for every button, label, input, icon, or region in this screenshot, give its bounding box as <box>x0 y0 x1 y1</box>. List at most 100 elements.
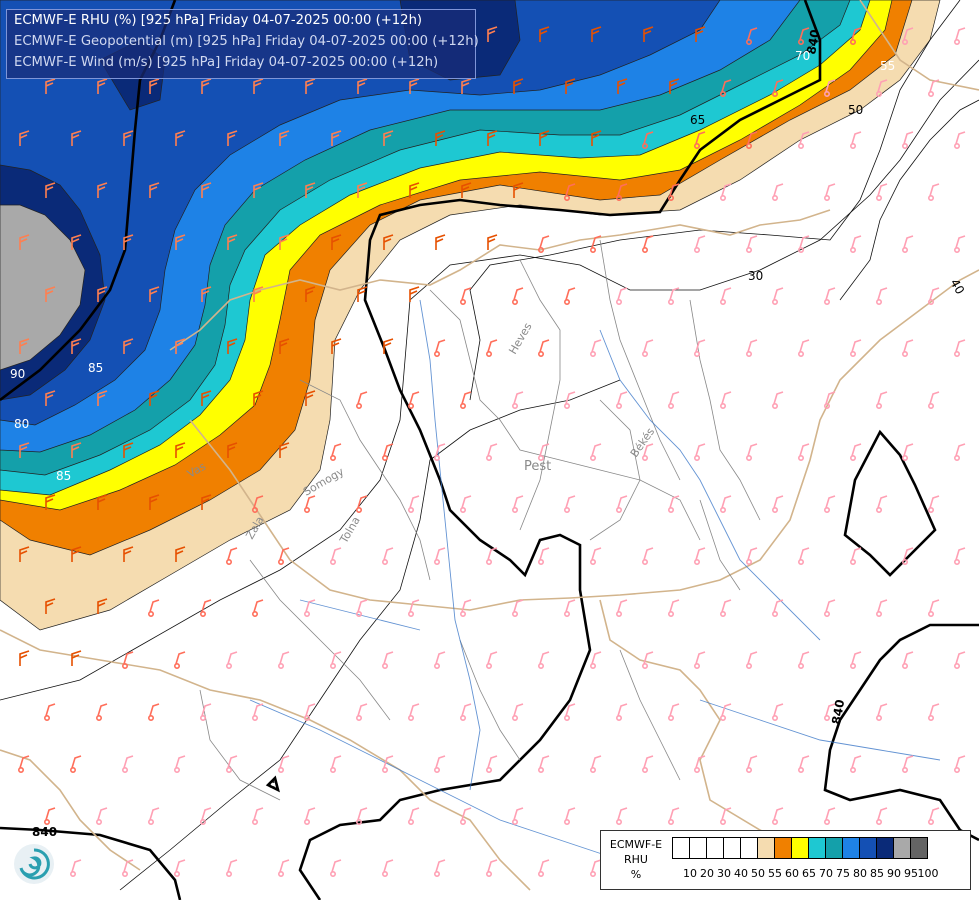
wind-barb-icon <box>407 703 420 721</box>
wind-barb-icon <box>771 703 784 721</box>
wind-barb-icon <box>849 651 862 669</box>
wind-barb-icon <box>459 599 472 617</box>
wind-barb-icon <box>433 339 446 357</box>
wind-barb-icon <box>719 287 732 305</box>
wind-barb-icon <box>71 650 82 666</box>
wind-barb-icon <box>771 183 784 202</box>
legend-swatch <box>689 837 707 859</box>
wind-barb-icon <box>667 183 680 202</box>
wind-barb-icon <box>201 182 212 198</box>
wind-barb-icon <box>383 234 394 250</box>
wind-barb-icon <box>174 755 186 773</box>
wind-barb-icon <box>617 78 628 94</box>
wind-barb-icon <box>641 131 654 150</box>
wind-barb-icon <box>719 495 732 513</box>
wind-barb-icon <box>226 547 238 565</box>
wind-barb-icon <box>513 182 524 198</box>
wind-barb-icon <box>355 495 368 513</box>
wind-barb-icon <box>409 182 420 198</box>
wind-barb-icon <box>355 391 368 409</box>
legend-title: ECMWF-E RHU % <box>601 837 671 882</box>
wind-barb-icon <box>435 234 446 250</box>
wind-barb-icon <box>511 391 524 409</box>
wind-barb-icon <box>953 235 966 254</box>
legend-tick: 80 <box>853 867 867 880</box>
wind-barb-icon <box>927 287 940 305</box>
wind-barb-icon <box>667 599 680 617</box>
wind-barb-icon <box>849 443 862 461</box>
wind-barb-icon <box>901 235 914 254</box>
wind-barb-icon <box>279 442 290 458</box>
wind-barb-icon <box>226 755 238 773</box>
wind-barb-icon <box>563 183 576 202</box>
wind-barb-icon <box>537 339 550 357</box>
wind-barb-icon <box>226 859 238 877</box>
wind-barb-icon <box>381 755 394 773</box>
legend-color-bar <box>672 837 928 859</box>
title-geopotential: ECMWF-E Geopotential (m) [925 hPa] Frida… <box>14 34 479 49</box>
wind-barb-icon <box>70 755 82 773</box>
wind-barb-icon <box>43 807 56 825</box>
wind-barb-icon <box>19 234 30 250</box>
wind-barb-icon <box>43 703 56 721</box>
legend-swatch <box>842 837 860 859</box>
wind-barb-icon <box>563 807 576 825</box>
wind-barb-icon <box>927 807 940 825</box>
wind-barb-icon <box>433 443 446 461</box>
wind-barb-icon <box>201 78 212 94</box>
wind-barb-icon <box>953 651 966 669</box>
legend-swatch <box>893 837 911 859</box>
label-geo-840-sw: 840 <box>32 825 57 839</box>
legend-tick: 60 <box>785 867 799 880</box>
wind-barb-icon <box>667 807 680 825</box>
wind-barb-icon <box>667 703 680 721</box>
wind-barb-icon <box>745 235 758 254</box>
wind-barb-icon <box>823 391 836 409</box>
wind-barb-icon <box>355 807 368 825</box>
wind-barb-icon <box>615 391 628 409</box>
wind-barb-icon <box>433 755 446 773</box>
wind-barb-icon <box>901 339 914 357</box>
wind-barb-icon <box>641 651 654 669</box>
wind-barb-icon <box>277 547 290 565</box>
legend-swatch <box>706 837 724 859</box>
wind-barb-icon <box>849 131 862 150</box>
wind-barb-icon <box>227 130 238 146</box>
legend-swatch <box>774 837 792 859</box>
wind-barb-icon <box>433 547 446 565</box>
wind-barb-icon <box>355 599 368 617</box>
wind-barb-icon <box>797 235 810 254</box>
wind-barb-icon <box>901 547 914 565</box>
wind-barb-icon <box>487 130 498 146</box>
wind-barb-icon <box>719 183 732 202</box>
rivers <box>249 299 941 861</box>
wind-barb-icon <box>953 547 966 565</box>
wind-barb-icon <box>459 807 472 825</box>
wind-barb-icon <box>797 547 810 565</box>
legend-tick: 100 <box>917 867 939 880</box>
wind-barb-icon <box>487 26 498 42</box>
wind-barb-icon <box>823 703 836 721</box>
wind-barb-icon <box>123 234 134 250</box>
wind-barb-icon <box>589 443 602 461</box>
wind-barb-icon <box>459 495 472 513</box>
wind-barb-icon <box>329 651 342 669</box>
wind-barb-icon <box>797 131 810 150</box>
wind-barb-icon <box>329 443 342 461</box>
legend-tick: 90 <box>887 867 901 880</box>
wind-barb-icon <box>227 338 238 354</box>
label-rhu-90: 90 <box>10 367 25 381</box>
wind-barb-icon <box>355 703 368 721</box>
label-geo-small: c <box>268 777 275 791</box>
wind-barb-icon <box>357 182 368 198</box>
wind-barb-icon <box>253 390 264 406</box>
legend-unit: % <box>630 868 642 881</box>
legend-tick: 55 <box>768 867 782 880</box>
wind-barb-icon <box>849 547 862 565</box>
wind-barb-icon <box>19 130 30 146</box>
wind-barb-icon <box>485 443 498 461</box>
wind-barb-icon <box>149 390 160 406</box>
legend-swatch <box>672 837 690 859</box>
logo-icon <box>14 844 54 884</box>
wind-barb-icon <box>200 599 212 617</box>
